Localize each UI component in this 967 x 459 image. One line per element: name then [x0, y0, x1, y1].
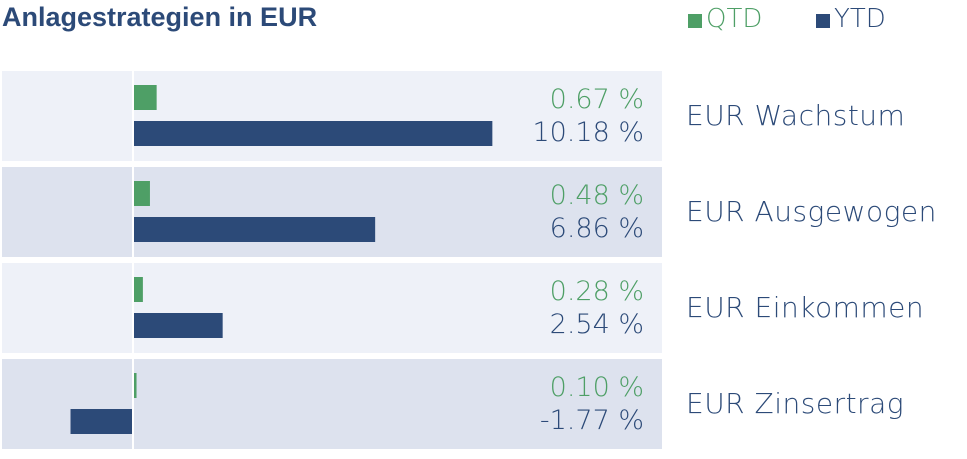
bar-qtd-eur-einkommen	[133, 277, 143, 302]
legend-label-qtd: QTD	[706, 4, 763, 34]
label-qtd-eur-einkommen: 0.28 %	[550, 276, 644, 307]
label-qtd-eur-zinsertrag: 0.10 %	[550, 372, 644, 403]
legend-label-ytd: YTD	[834, 4, 886, 34]
bar-qtd-eur-ausgewogen	[133, 181, 150, 206]
bar-qtd-eur-zinsertrag	[133, 373, 137, 398]
label-qtd-eur-ausgewogen: 0.48 %	[550, 180, 644, 211]
legend-item-ytd: YTD	[816, 2, 886, 36]
legend-swatch-ytd	[816, 14, 830, 28]
legend-item-qtd: QTD	[688, 2, 762, 36]
chart-title: Anlagestrategien in EUR	[2, 2, 318, 32]
category-label-eur-zinsertrag: EUR Zinsertrag	[686, 387, 904, 420]
label-ytd-eur-zinsertrag: -1.77 %	[540, 405, 644, 436]
label-ytd-eur-wachstum: 10.18 %	[532, 117, 644, 148]
category-label-eur-ausgewogen: EUR Ausgewogen	[686, 195, 937, 228]
bar-ytd-eur-einkommen	[133, 313, 223, 338]
category-label-eur-einkommen: EUR Einkommen	[686, 291, 924, 324]
category-label-eur-wachstum: EUR Wachstum	[686, 99, 905, 132]
label-ytd-eur-einkommen: 2.54 %	[550, 309, 644, 340]
label-ytd-eur-ausgewogen: 6.86 %	[550, 213, 644, 244]
bar-ytd-eur-ausgewogen	[133, 217, 376, 242]
bar-qtd-eur-wachstum	[133, 85, 157, 110]
bar-ytd-eur-wachstum	[133, 121, 493, 146]
label-qtd-eur-wachstum: 0.67 %	[550, 84, 644, 115]
bar-ytd-eur-zinsertrag	[70, 409, 133, 434]
legend-swatch-qtd	[688, 14, 702, 28]
row-background-eur-einkommen	[2, 263, 662, 353]
